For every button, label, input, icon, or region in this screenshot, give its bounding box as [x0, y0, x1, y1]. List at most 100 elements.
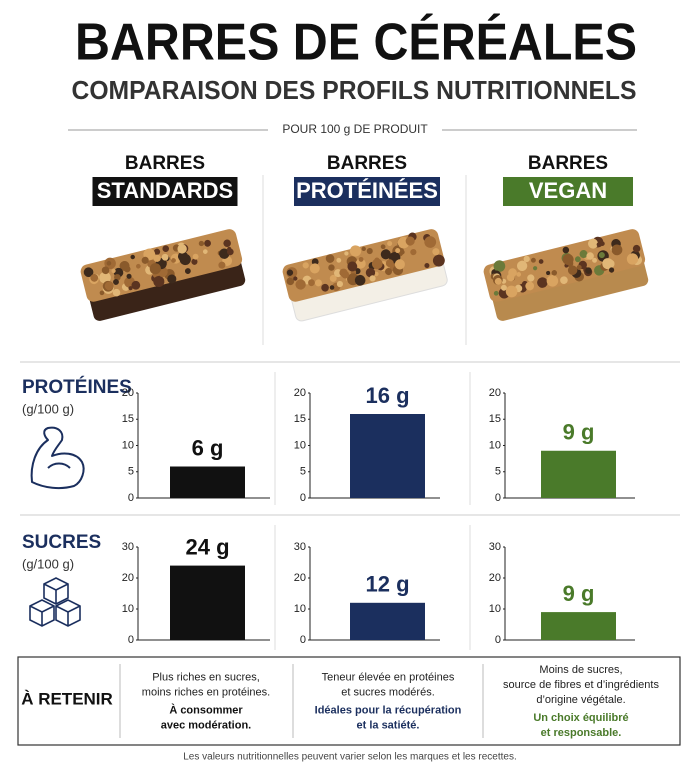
product-grain	[321, 283, 329, 292]
product-grain	[161, 253, 169, 261]
y-tick-label: 5	[495, 466, 501, 478]
takeaway-text: Teneur élevée en protéines	[322, 671, 455, 683]
product-grain	[432, 248, 440, 256]
takeaway-text: moins riches en protéines.	[142, 686, 270, 698]
product-image	[483, 229, 649, 321]
product-grain	[632, 244, 641, 253]
product-grain	[226, 248, 234, 256]
product-grain	[349, 245, 362, 257]
product-grain	[141, 256, 149, 264]
column-label-box	[92, 177, 238, 206]
product-grain	[99, 290, 105, 296]
product-grain	[114, 274, 121, 281]
row-title: SUCRES	[22, 532, 101, 553]
takeaway-text: source de fibres et d’ingrédients	[503, 679, 659, 691]
product-grain	[410, 248, 417, 256]
product-grain	[527, 274, 535, 282]
product-grain	[184, 268, 191, 274]
column-label: VEGAN	[529, 178, 607, 203]
product-grain	[83, 267, 94, 278]
product-grain	[546, 270, 551, 276]
bar	[541, 450, 616, 498]
product-grain	[314, 279, 322, 287]
product-grain	[395, 248, 401, 254]
product-grain	[131, 280, 141, 290]
value-label: 12 g	[365, 572, 409, 597]
product-grain	[380, 249, 391, 260]
product-grain	[308, 279, 315, 287]
takeaway-highlight: Idéales pour la récupération	[315, 704, 462, 716]
footer: Les valeurs nutritionnelles peuvent vari…	[183, 752, 517, 763]
product-grain	[394, 259, 405, 270]
y-tick-label: 0	[128, 634, 134, 646]
product-grain	[286, 277, 295, 286]
takeaway-highlight: et la satiété.	[357, 719, 420, 731]
product-grain	[153, 248, 161, 255]
product-grain	[592, 257, 597, 263]
product-grain	[523, 255, 530, 263]
takeaway-box	[17, 656, 681, 746]
takeaway-highlight: Un choix équilibré	[533, 712, 628, 724]
product-grain	[493, 260, 506, 272]
product-grain	[380, 244, 386, 250]
title: BARRES DE CÉRÉALES	[75, 14, 637, 72]
bar	[170, 565, 245, 640]
product-grain	[336, 280, 344, 288]
product-grain	[311, 258, 319, 266]
product-grain	[567, 265, 578, 275]
product-grain	[366, 248, 373, 255]
product-grain	[99, 271, 111, 284]
value-label: 16 g	[365, 383, 409, 408]
product-grain	[347, 261, 358, 272]
muscle-icon	[30, 426, 85, 490]
product-grain	[598, 252, 605, 259]
product-grain	[198, 240, 205, 247]
product-grain	[516, 260, 528, 272]
y-tick-label: 10	[489, 603, 501, 615]
product-grain	[192, 253, 199, 260]
y-tick-label: 0	[128, 492, 134, 504]
product-grain	[538, 259, 544, 264]
product-grain	[369, 275, 376, 282]
product-grain	[325, 254, 335, 263]
column-kicker: BARRES	[327, 153, 407, 174]
product-grain	[537, 277, 548, 288]
product-grain	[162, 245, 170, 252]
row-title: PROTÉINES	[22, 376, 132, 398]
product-grain	[533, 266, 538, 271]
product-grain	[223, 239, 231, 248]
product-grain	[167, 274, 177, 284]
y-tick-label: 30	[489, 541, 501, 553]
product-grain	[385, 268, 393, 276]
product-grain	[354, 274, 366, 286]
product-grain	[387, 240, 393, 247]
product-grain	[355, 258, 366, 269]
product-grain	[177, 251, 188, 262]
value-label: 9 g	[563, 420, 595, 445]
takeaway-highlight: et responsable.	[541, 727, 622, 739]
y-tick-label: 20	[489, 387, 501, 399]
product-grain	[432, 254, 445, 267]
value-label: 9 g	[563, 581, 595, 606]
product-grain	[600, 241, 605, 246]
product-grain	[112, 288, 121, 297]
product-grain	[560, 276, 568, 284]
basis: POUR 100 g DE PRODUIT	[282, 122, 428, 136]
bar	[350, 602, 425, 640]
product-grain	[608, 267, 615, 273]
product-grain	[204, 239, 211, 247]
takeaway-text: Moins de sucres,	[539, 664, 622, 676]
y-tick-label: 10	[294, 603, 306, 615]
takeaway-text: Plus riches en sucres,	[152, 671, 260, 683]
product-grain	[588, 238, 599, 249]
product-grain	[336, 257, 342, 263]
product-grain	[626, 253, 639, 265]
y-tick-label: 20	[122, 572, 134, 584]
y-tick-label: 15	[122, 413, 134, 425]
product-grain	[494, 277, 502, 285]
product-grain	[219, 248, 230, 259]
bar	[170, 466, 245, 498]
